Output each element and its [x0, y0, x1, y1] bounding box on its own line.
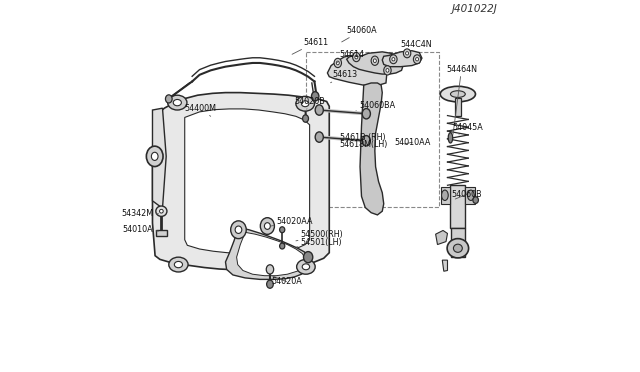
Polygon shape: [237, 232, 306, 276]
Ellipse shape: [152, 152, 158, 160]
Text: 5461B (RH): 5461B (RH): [340, 132, 385, 142]
Text: 54613: 54613: [331, 70, 357, 83]
Text: 54400M: 54400M: [185, 104, 217, 116]
Ellipse shape: [448, 133, 452, 143]
Polygon shape: [152, 108, 166, 208]
Ellipse shape: [303, 115, 308, 122]
Ellipse shape: [303, 251, 313, 263]
Text: 54020A: 54020A: [271, 276, 302, 286]
Ellipse shape: [403, 49, 411, 58]
Ellipse shape: [362, 136, 371, 146]
Ellipse shape: [267, 280, 273, 288]
Ellipse shape: [447, 238, 468, 258]
Ellipse shape: [312, 92, 319, 101]
Ellipse shape: [415, 58, 419, 61]
Polygon shape: [436, 231, 447, 244]
Text: 54010AA: 54010AA: [394, 138, 431, 147]
Ellipse shape: [334, 58, 342, 68]
Ellipse shape: [384, 66, 391, 75]
Ellipse shape: [159, 209, 163, 213]
Ellipse shape: [235, 226, 242, 234]
Ellipse shape: [315, 132, 323, 142]
Polygon shape: [360, 83, 384, 215]
Bar: [451, 185, 465, 228]
Ellipse shape: [451, 91, 465, 97]
Ellipse shape: [173, 99, 181, 106]
Ellipse shape: [336, 61, 339, 65]
Ellipse shape: [413, 55, 421, 64]
Bar: [156, 230, 166, 236]
Ellipse shape: [156, 206, 167, 217]
Ellipse shape: [473, 197, 479, 203]
Ellipse shape: [301, 101, 309, 107]
Ellipse shape: [467, 190, 474, 201]
Text: 54060A: 54060A: [342, 26, 378, 42]
Ellipse shape: [373, 59, 376, 62]
Polygon shape: [185, 109, 310, 253]
Polygon shape: [382, 51, 422, 67]
Ellipse shape: [362, 109, 371, 119]
Ellipse shape: [297, 259, 315, 274]
Ellipse shape: [386, 68, 389, 72]
Text: 54500(RH): 54500(RH): [296, 230, 344, 241]
Polygon shape: [442, 260, 447, 271]
Ellipse shape: [266, 265, 274, 274]
Ellipse shape: [230, 221, 246, 238]
Text: 544C4N: 544C4N: [399, 40, 433, 52]
Text: 54618M(LH): 54618M(LH): [340, 140, 388, 149]
Text: 54045A: 54045A: [452, 123, 483, 135]
Ellipse shape: [264, 223, 270, 230]
Bar: [455, 98, 461, 116]
Polygon shape: [225, 228, 308, 279]
Text: 54501(LH): 54501(LH): [296, 238, 342, 247]
Polygon shape: [328, 55, 387, 86]
Text: 54060BA: 54060BA: [356, 101, 395, 110]
Text: 54020B: 54020B: [294, 97, 325, 109]
Ellipse shape: [280, 243, 285, 249]
Ellipse shape: [315, 105, 323, 115]
Polygon shape: [347, 52, 403, 74]
Ellipse shape: [302, 264, 310, 270]
Text: J401022J: J401022J: [451, 4, 497, 14]
Ellipse shape: [174, 262, 182, 268]
Ellipse shape: [260, 218, 275, 234]
Text: 54611: 54611: [292, 38, 328, 54]
Ellipse shape: [371, 56, 378, 65]
Ellipse shape: [392, 58, 395, 61]
Bar: [451, 228, 465, 257]
Bar: [306, 52, 439, 208]
Ellipse shape: [280, 227, 285, 233]
Text: 54342M: 54342M: [121, 209, 159, 218]
Text: 54060B: 54060B: [452, 190, 482, 199]
Ellipse shape: [296, 96, 314, 111]
Ellipse shape: [390, 55, 397, 64]
Ellipse shape: [453, 244, 462, 252]
Polygon shape: [152, 93, 329, 270]
Ellipse shape: [355, 55, 358, 59]
Ellipse shape: [442, 190, 448, 201]
Ellipse shape: [169, 257, 188, 272]
Text: 54010A: 54010A: [123, 225, 159, 234]
Ellipse shape: [440, 86, 476, 102]
Ellipse shape: [168, 95, 187, 110]
Text: 54464N: 54464N: [446, 65, 477, 134]
Text: 54614: 54614: [337, 50, 365, 62]
Ellipse shape: [147, 146, 163, 167]
Polygon shape: [465, 187, 474, 204]
Ellipse shape: [406, 52, 408, 55]
Text: 54020AA: 54020AA: [270, 217, 313, 226]
Ellipse shape: [166, 95, 172, 103]
Ellipse shape: [353, 52, 360, 62]
Polygon shape: [441, 187, 451, 204]
